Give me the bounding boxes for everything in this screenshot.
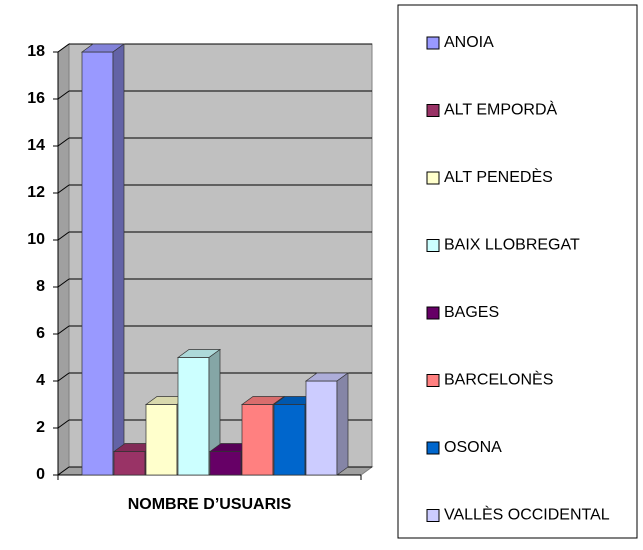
grid-line bbox=[57, 184, 70, 194]
bar-side bbox=[112, 43, 125, 476]
legend-label: BAGES bbox=[444, 304, 499, 321]
x-tick-label: NOMBRE D’USUARIS bbox=[128, 496, 292, 513]
bar-front bbox=[305, 380, 338, 476]
legend-label: BAIX LLOBREGAT bbox=[444, 237, 580, 254]
grid-line bbox=[57, 372, 70, 382]
grid-line bbox=[57, 90, 70, 100]
y-tick-label: 4 bbox=[36, 372, 45, 389]
y-tick-label: 16 bbox=[27, 90, 45, 107]
legend-label: VALLÈS OCCIDENTAL bbox=[444, 505, 610, 524]
y-tick-label: 6 bbox=[36, 325, 45, 342]
legend-label: ALT PENEDÈS bbox=[444, 167, 553, 186]
y-tick-label: 8 bbox=[36, 278, 45, 295]
legend-label: BARCELONÈS bbox=[444, 370, 553, 389]
legend-swatch bbox=[426, 171, 440, 185]
y-tick-label: 2 bbox=[36, 419, 45, 436]
y-tick-label: 10 bbox=[27, 231, 45, 248]
bar-front bbox=[81, 51, 114, 476]
bar-front bbox=[113, 451, 146, 476]
legend-swatch bbox=[426, 104, 440, 117]
grid-line bbox=[57, 43, 70, 53]
grid-line bbox=[57, 231, 70, 241]
grid-line bbox=[57, 419, 70, 429]
y-tick-label: 0 bbox=[36, 466, 45, 483]
bar-front bbox=[273, 404, 306, 476]
bar-front bbox=[145, 404, 178, 476]
bar-front bbox=[209, 451, 242, 476]
grid-line bbox=[57, 278, 70, 288]
grid-line bbox=[57, 325, 70, 335]
legend-swatch bbox=[426, 374, 440, 387]
bar-side bbox=[336, 372, 349, 476]
bar-front bbox=[241, 404, 274, 476]
legend-swatch bbox=[426, 36, 440, 50]
legend-swatch bbox=[426, 306, 440, 320]
y-tick-label: 12 bbox=[27, 184, 45, 201]
y-tick-label: 18 bbox=[27, 43, 45, 60]
legend-swatch bbox=[426, 509, 440, 522]
legend-label: OSONA bbox=[444, 439, 502, 456]
side-wall bbox=[57, 43, 70, 476]
legend-label: ALT EMPORDÀ bbox=[444, 100, 558, 119]
bar-front bbox=[177, 357, 210, 476]
legend-swatch bbox=[426, 239, 440, 252]
legend-swatch bbox=[426, 441, 440, 455]
grid-line bbox=[57, 137, 70, 147]
legend-box bbox=[397, 4, 638, 539]
legend-label: ANOIA bbox=[444, 34, 494, 51]
grid-line bbox=[57, 466, 70, 476]
y-tick-label: 14 bbox=[27, 137, 45, 154]
